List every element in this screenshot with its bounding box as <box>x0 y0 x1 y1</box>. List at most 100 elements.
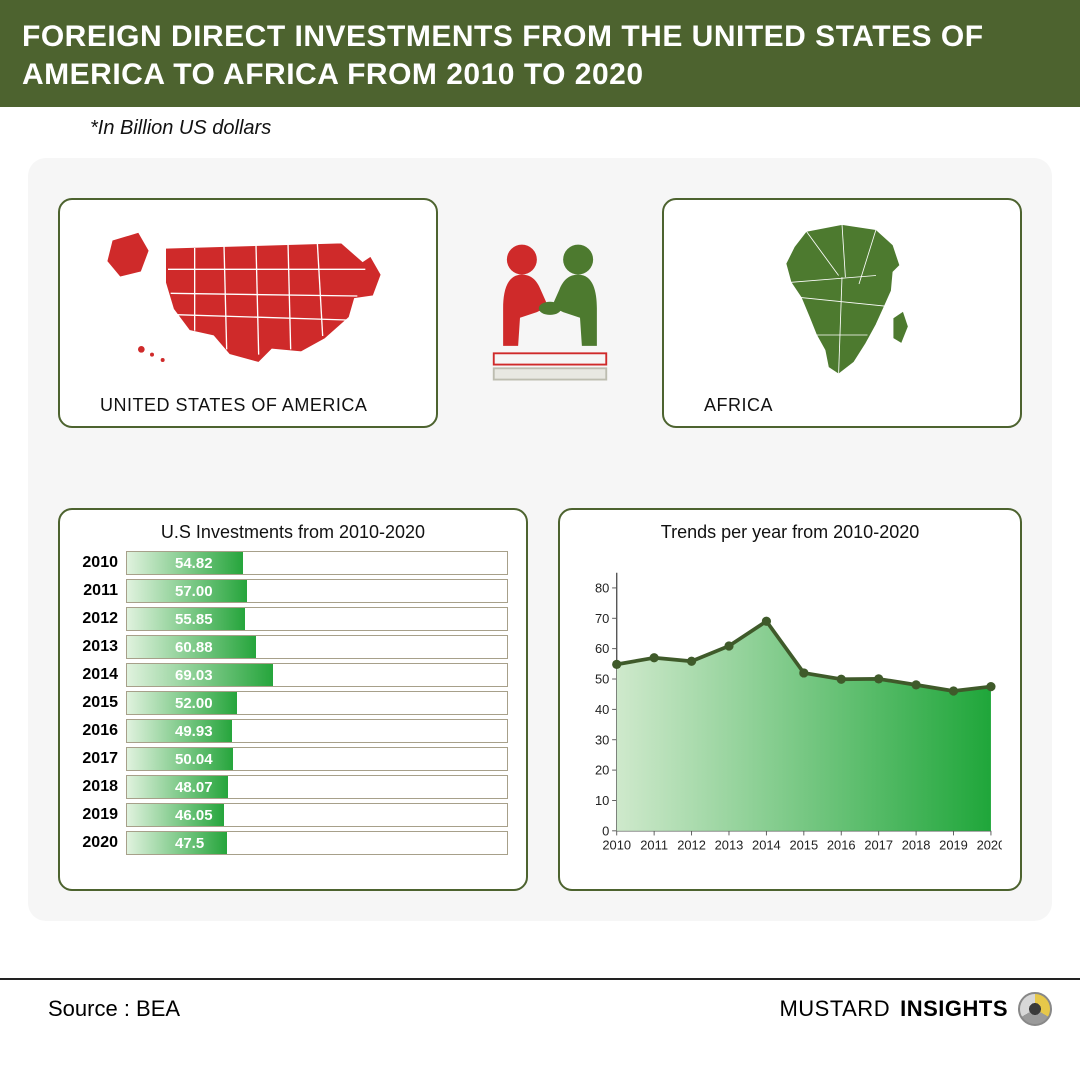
bar-year-label: 2010 <box>78 554 126 572</box>
bar-track: 69.03 <box>126 663 508 687</box>
content-panel: UNITED STATES OF AMERICA <box>28 158 1052 921</box>
bar-value-label: 54.82 <box>127 555 213 572</box>
svg-text:80: 80 <box>595 581 609 596</box>
bar-track: 50.04 <box>126 747 508 771</box>
handshake-icon <box>458 198 642 428</box>
bar-row: 201157.00 <box>78 579 508 603</box>
brand-logo-icon <box>1018 992 1052 1026</box>
bar-value-label: 52.00 <box>127 695 213 712</box>
bar-year-label: 2011 <box>78 582 126 600</box>
africa-map-card: AFRICA <box>662 198 1022 428</box>
svg-text:30: 30 <box>595 732 609 747</box>
bar-row: 201360.88 <box>78 635 508 659</box>
bar-chart-title: U.S Investments from 2010-2020 <box>78 522 508 543</box>
bar-track: 49.93 <box>126 719 508 743</box>
bar-year-label: 2015 <box>78 694 126 712</box>
bar-year-label: 2016 <box>78 722 126 740</box>
svg-text:2010: 2010 <box>602 837 631 852</box>
bar-year-label: 2020 <box>78 834 126 852</box>
bar-row: 201054.82 <box>78 551 508 575</box>
bar-row: 201649.93 <box>78 719 508 743</box>
bar-row: 201750.04 <box>78 747 508 771</box>
footer: Source : BEA MUSTARD INSIGHTS <box>0 978 1080 1026</box>
svg-text:10: 10 <box>595 793 609 808</box>
page-title: FOREIGN DIRECT INVESTMENTS FROM THE UNIT… <box>22 18 1058 93</box>
bar-row: 201469.03 <box>78 663 508 687</box>
svg-text:2012: 2012 <box>677 837 706 852</box>
bar-value-label: 50.04 <box>127 751 213 768</box>
brand: MUSTARD INSIGHTS <box>779 992 1052 1026</box>
charts-row: U.S Investments from 2010-2020 201054.82… <box>58 508 1022 891</box>
bar-fill: 48.07 <box>127 776 228 798</box>
bar-track: 47.5 <box>126 831 508 855</box>
bar-year-label: 2017 <box>78 750 126 768</box>
bar-fill: 54.82 <box>127 552 243 574</box>
svg-text:2020: 2020 <box>977 837 1002 852</box>
svg-text:2015: 2015 <box>789 837 818 852</box>
bar-row: 201552.00 <box>78 691 508 715</box>
bar-year-label: 2019 <box>78 806 126 824</box>
bar-fill: 46.05 <box>127 804 224 826</box>
bar-year-label: 2014 <box>78 666 126 684</box>
svg-text:2017: 2017 <box>864 837 893 852</box>
bar-year-label: 2012 <box>78 610 126 628</box>
bar-value-label: 46.05 <box>127 807 213 824</box>
bar-value-label: 60.88 <box>127 639 213 656</box>
bar-track: 55.85 <box>126 607 508 631</box>
svg-text:0: 0 <box>602 823 609 838</box>
maps-row: UNITED STATES OF AMERICA <box>58 198 1022 428</box>
svg-text:2011: 2011 <box>640 837 668 852</box>
bar-fill: 47.5 <box>127 832 227 854</box>
bar-value-label: 48.07 <box>127 779 213 796</box>
usa-map-card: UNITED STATES OF AMERICA <box>58 198 438 428</box>
bar-row: 201848.07 <box>78 775 508 799</box>
bar-fill: 52.00 <box>127 692 237 714</box>
bar-value-label: 55.85 <box>127 611 213 628</box>
svg-text:2016: 2016 <box>827 837 856 852</box>
bar-value-label: 57.00 <box>127 583 213 600</box>
bar-track: 48.07 <box>126 775 508 799</box>
africa-map-icon <box>717 216 967 386</box>
svg-text:60: 60 <box>595 641 609 656</box>
bar-chart-body: 201054.82201157.00201255.85201360.882014… <box>78 551 508 855</box>
svg-text:2014: 2014 <box>752 837 781 852</box>
bar-fill: 49.93 <box>127 720 232 742</box>
bar-row: 201255.85 <box>78 607 508 631</box>
bar-fill: 50.04 <box>127 748 233 770</box>
bar-fill: 57.00 <box>127 580 247 602</box>
bar-row: 202047.5 <box>78 831 508 855</box>
africa-label: AFRICA <box>684 395 773 416</box>
svg-text:50: 50 <box>595 672 609 687</box>
subtitle: *In Billion US dollars <box>0 107 1080 140</box>
svg-text:70: 70 <box>595 611 609 626</box>
brand-thin: MUSTARD <box>779 996 890 1022</box>
header-bar: FOREIGN DIRECT INVESTMENTS FROM THE UNIT… <box>0 0 1080 107</box>
bar-value-label: 69.03 <box>127 667 213 684</box>
bar-track: 60.88 <box>126 635 508 659</box>
bar-fill: 60.88 <box>127 636 256 658</box>
line-chart-card: Trends per year from 2010-2020 0 10 20 30 40… <box>558 508 1022 891</box>
line-chart-svg: 0 10 20 30 40 50 60 70 80 2010 2011 2012 2013 2014 201… <box>578 551 1002 871</box>
svg-text:40: 40 <box>595 702 609 717</box>
bar-year-label: 2013 <box>78 638 126 656</box>
source-text: Source : BEA <box>48 996 180 1022</box>
line-chart-title: Trends per year from 2010-2020 <box>578 522 1002 543</box>
bar-track: 46.05 <box>126 803 508 827</box>
usa-map-icon <box>88 216 408 376</box>
bar-track: 54.82 <box>126 551 508 575</box>
svg-text:20: 20 <box>595 763 609 778</box>
bar-year-label: 2018 <box>78 778 126 796</box>
bar-fill: 55.85 <box>127 608 245 630</box>
svg-text:2018: 2018 <box>902 837 931 852</box>
brand-bold: INSIGHTS <box>900 996 1008 1022</box>
bar-value-label: 47.5 <box>127 835 204 852</box>
svg-text:2013: 2013 <box>715 837 744 852</box>
bar-row: 201946.05 <box>78 803 508 827</box>
usa-label: UNITED STATES OF AMERICA <box>80 395 367 416</box>
svg-text:2019: 2019 <box>939 837 968 852</box>
bar-fill: 69.03 <box>127 664 273 686</box>
bar-chart-card: U.S Investments from 2010-2020 201054.82… <box>58 508 528 891</box>
bar-track: 52.00 <box>126 691 508 715</box>
bar-value-label: 49.93 <box>127 723 213 740</box>
bar-track: 57.00 <box>126 579 508 603</box>
